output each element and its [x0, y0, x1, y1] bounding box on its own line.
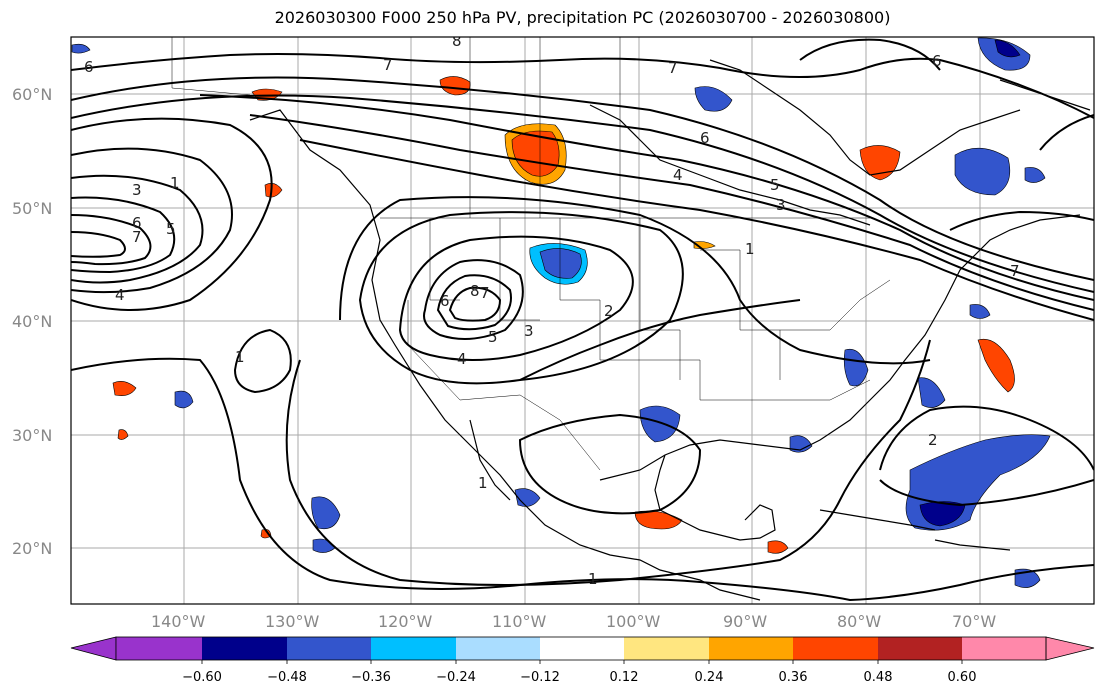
pv-contours	[71, 38, 1094, 602]
svg-text:80°W: 80°W	[837, 612, 881, 631]
svg-text:120°W: 120°W	[378, 612, 433, 631]
precip-negative	[71, 37, 1051, 588]
svg-text:1: 1	[478, 474, 488, 492]
colorbar-tick-label: 0.36	[779, 670, 808, 685]
svg-text:50°N: 50°N	[12, 199, 52, 218]
colorbar-segment	[709, 637, 793, 660]
svg-text:3: 3	[776, 196, 786, 214]
colorbar-segment	[371, 637, 456, 660]
svg-text:7: 7	[132, 228, 142, 246]
svg-text:130°W: 130°W	[265, 612, 320, 631]
colorbar-segment	[287, 637, 371, 660]
svg-text:90°W: 90°W	[723, 612, 767, 631]
colorbar-outline	[115, 636, 1047, 661]
colorbar-segment	[540, 637, 624, 660]
svg-text:40°N: 40°N	[12, 312, 52, 331]
colorbar: −0.60 −0.48 −0.36 −0.24 −0.12 0.12 0.24 …	[70, 636, 1095, 685]
map-frame	[70, 36, 1095, 605]
svg-text:6: 6	[84, 58, 94, 76]
svg-text:6: 6	[932, 52, 942, 70]
svg-text:5: 5	[166, 220, 176, 238]
colorbar-segment	[456, 637, 540, 660]
svg-text:8: 8	[470, 282, 480, 300]
svg-text:8: 8	[452, 32, 462, 50]
svg-text:2: 2	[928, 431, 938, 449]
borders	[171, 37, 891, 471]
svg-text:5: 5	[770, 176, 780, 194]
svg-text:60°N: 60°N	[12, 85, 52, 104]
svg-text:30°N: 30°N	[12, 426, 52, 445]
colorbar-arrow-right	[1045, 636, 1095, 661]
svg-text:20°N: 20°N	[12, 539, 52, 558]
svg-text:4: 4	[457, 350, 467, 368]
colorbar-tick-label: −0.12	[520, 670, 560, 685]
colorbar-tick-label: −0.60	[182, 670, 222, 685]
colorbar-ticks	[201, 660, 963, 664]
svg-text:2: 2	[604, 302, 614, 320]
svg-text:7: 7	[480, 284, 490, 302]
svg-text:1: 1	[588, 570, 598, 588]
colorbar-segment	[116, 637, 202, 660]
svg-text:140°W: 140°W	[151, 612, 206, 631]
colorbar-tick-label: −0.48	[267, 670, 307, 685]
colorbar-segment	[624, 637, 709, 660]
contour-labels: 6 8 7 7 6 6 4 5 3 1 3 1 6 5 7 4 8 7 6 5 …	[84, 32, 1020, 588]
svg-text:1: 1	[745, 240, 755, 258]
svg-text:110°W: 110°W	[492, 612, 547, 631]
svg-text:3: 3	[524, 322, 534, 340]
svg-text:100°W: 100°W	[606, 612, 661, 631]
colorbar-segment	[878, 637, 962, 660]
colorbar-tick-label: 0.24	[695, 670, 724, 685]
colorbar-tick-labels: −0.60 −0.48 −0.36 −0.24 −0.12 0.12 0.24 …	[182, 670, 976, 685]
colorbar-tick-label: −0.36	[351, 670, 391, 685]
colorbar-segment	[793, 637, 878, 660]
colorbar-segment	[962, 637, 1046, 660]
colorbar-tick-label: −0.24	[436, 670, 476, 685]
colorbar-tick-label: 0.60	[948, 670, 977, 685]
colorbar-tick-label: 0.12	[610, 670, 639, 685]
svg-text:7: 7	[383, 56, 393, 74]
svg-text:4: 4	[673, 166, 683, 184]
svg-text:70°W: 70°W	[952, 612, 996, 631]
svg-text:1: 1	[170, 174, 180, 192]
svg-text:1: 1	[235, 348, 245, 366]
map-title: 2026030300 F000 250 hPa PV, precipitatio…	[274, 8, 891, 27]
svg-text:6: 6	[440, 292, 450, 310]
svg-text:5: 5	[488, 328, 498, 346]
svg-text:6: 6	[132, 214, 142, 232]
coastlines	[249, 59, 1091, 601]
svg-text:7: 7	[1010, 262, 1020, 280]
colorbar-tick-label: 0.48	[864, 670, 893, 685]
latitude-labels: 60°N 50°N 40°N 30°N 20°N	[12, 85, 52, 558]
svg-text:6: 6	[700, 129, 710, 147]
svg-text:3: 3	[132, 181, 142, 199]
colorbar-arrow-left	[70, 636, 117, 661]
svg-text:7: 7	[668, 59, 678, 77]
longitude-labels: 140°W 130°W 120°W 110°W 100°W 90°W 80°W …	[151, 612, 996, 631]
svg-text:4: 4	[115, 286, 125, 304]
colorbar-segment	[202, 637, 287, 660]
